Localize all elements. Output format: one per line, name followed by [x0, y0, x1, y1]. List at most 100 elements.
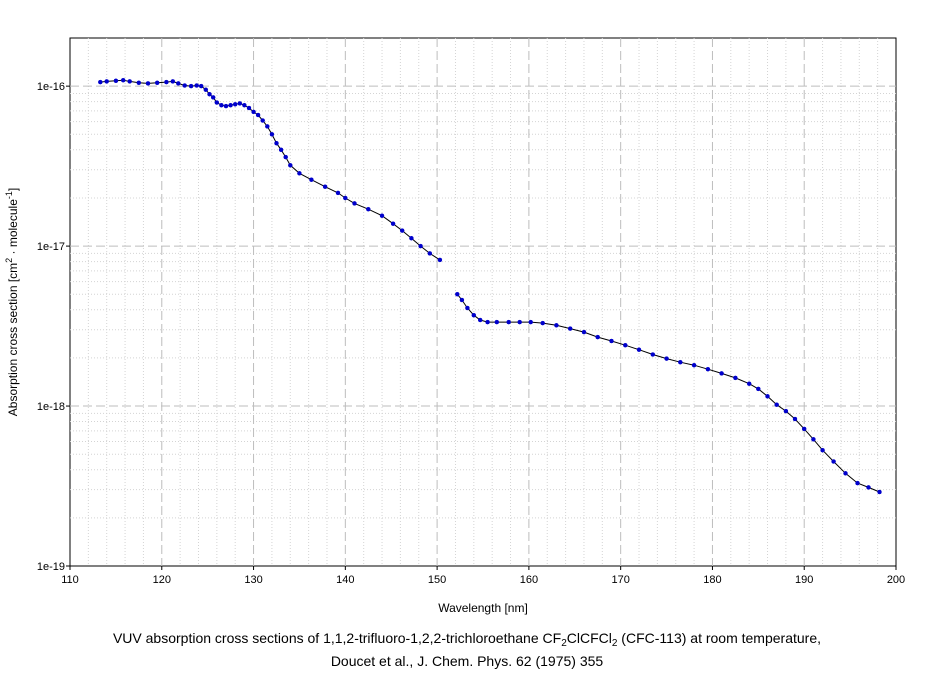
- data-point: [792, 416, 798, 422]
- data-point: [194, 83, 199, 88]
- data-point: [127, 79, 132, 84]
- data-point: [506, 319, 511, 325]
- data-point: [733, 375, 738, 381]
- data-point: [198, 83, 204, 89]
- data-point: [866, 485, 871, 490]
- data-point: [283, 154, 288, 160]
- data-point: [288, 163, 293, 168]
- data-point: [623, 342, 628, 348]
- y-tick-label: 1e-19: [37, 561, 65, 573]
- data-point: [269, 132, 275, 137]
- data-point: [636, 347, 642, 352]
- data-point: [232, 102, 238, 107]
- y-axis-title-part: Absorption cross section [cm: [6, 263, 20, 416]
- data-point: [214, 100, 220, 105]
- data-point: [390, 221, 396, 226]
- data-point: [297, 171, 302, 176]
- data-point: [820, 447, 825, 453]
- data-point: [678, 359, 683, 365]
- data-point: [145, 81, 151, 86]
- data-point: [843, 471, 848, 476]
- plot-area: [69, 37, 897, 567]
- data-point: [251, 109, 256, 115]
- grid: [70, 38, 896, 566]
- data-point: [554, 323, 559, 328]
- data-point: [465, 305, 470, 311]
- data-point: [485, 319, 490, 325]
- data-point: [581, 329, 587, 335]
- data-point: [309, 177, 314, 182]
- x-tick-label: 180: [703, 574, 721, 586]
- data-point: [207, 91, 212, 97]
- data-point: [170, 79, 176, 84]
- data-point: [164, 79, 169, 85]
- data-point: [477, 317, 483, 323]
- data-point: [255, 112, 261, 118]
- data-point: [188, 83, 194, 89]
- data-point: [595, 334, 600, 340]
- data-point: [540, 320, 545, 326]
- data-point: [494, 319, 500, 325]
- x-tick-label: 110: [61, 574, 79, 586]
- y-axis-title: Absorption cross section [cm2 · molecule…: [4, 188, 20, 416]
- data-point: [528, 319, 533, 325]
- caption-line-1: VUV absorption cross sections of 1,1,2-t…: [0, 630, 934, 649]
- data-point: [203, 87, 209, 92]
- axis-ticks: 110 120 130 140 150 160 170 180 190 200 1e-19 1e-18…: [37, 81, 905, 586]
- data-point: [455, 291, 460, 297]
- data-point: [459, 297, 465, 303]
- data-point: [104, 79, 109, 84]
- y-tick-label: 1e-18: [37, 401, 65, 413]
- data-point: [335, 190, 341, 196]
- data-point: [219, 102, 224, 108]
- data-point: [120, 77, 126, 83]
- data-point: [265, 124, 270, 129]
- caption-subscript: 2: [611, 638, 618, 649]
- y-tick-label: 1e-16: [37, 81, 65, 93]
- data-point: [409, 235, 414, 241]
- data-point: [811, 437, 816, 442]
- data-point: [831, 459, 836, 464]
- data-point: [746, 381, 752, 386]
- data-markers: [98, 77, 882, 495]
- data-point: [379, 213, 385, 218]
- x-tick-label: 130: [244, 574, 262, 586]
- y-axis-title-sup: -1: [4, 191, 14, 199]
- data-point: [352, 201, 357, 206]
- data-point: [855, 480, 860, 486]
- data-point: [783, 408, 789, 414]
- x-tick-label: 140: [336, 574, 354, 586]
- data-point: [154, 80, 160, 86]
- caption-line-2: Doucet et al., J. Chem. Phys. 62 (1975) …: [330, 653, 604, 669]
- data-point: [237, 101, 243, 106]
- data-point: [877, 489, 882, 495]
- data-point: [278, 147, 284, 153]
- x-tick-label: 190: [795, 574, 813, 586]
- data-point: [228, 102, 233, 108]
- data-point: [366, 206, 371, 212]
- data-point: [664, 356, 669, 361]
- data-point: [705, 366, 711, 372]
- x-tick-label: 170: [611, 574, 629, 586]
- data-point: [274, 140, 279, 146]
- data-point: [650, 352, 656, 357]
- data-point: [113, 78, 119, 84]
- x-tick-label: 150: [428, 574, 446, 586]
- data-point: [471, 312, 477, 318]
- chart: 110 120 130 140 150 160 170 180 190 200 1e-19 1e-18…: [4, 37, 905, 615]
- caption-text: VUV absorption cross sections of 1,1,2-t…: [112, 630, 562, 646]
- data-point: [756, 386, 761, 392]
- data-point: [399, 228, 405, 233]
- data-point: [322, 184, 328, 189]
- data-point: [136, 80, 142, 86]
- data-point: [343, 195, 348, 201]
- data-point: [567, 326, 573, 331]
- y-tick-label: 1e-17: [37, 241, 65, 253]
- data-point: [182, 83, 187, 88]
- data-point: [765, 394, 770, 399]
- data-point: [260, 118, 265, 123]
- data-point: [691, 362, 697, 368]
- data-point: [774, 402, 779, 407]
- y-axis-title-part: ]: [6, 188, 20, 191]
- data-point: [517, 319, 522, 325]
